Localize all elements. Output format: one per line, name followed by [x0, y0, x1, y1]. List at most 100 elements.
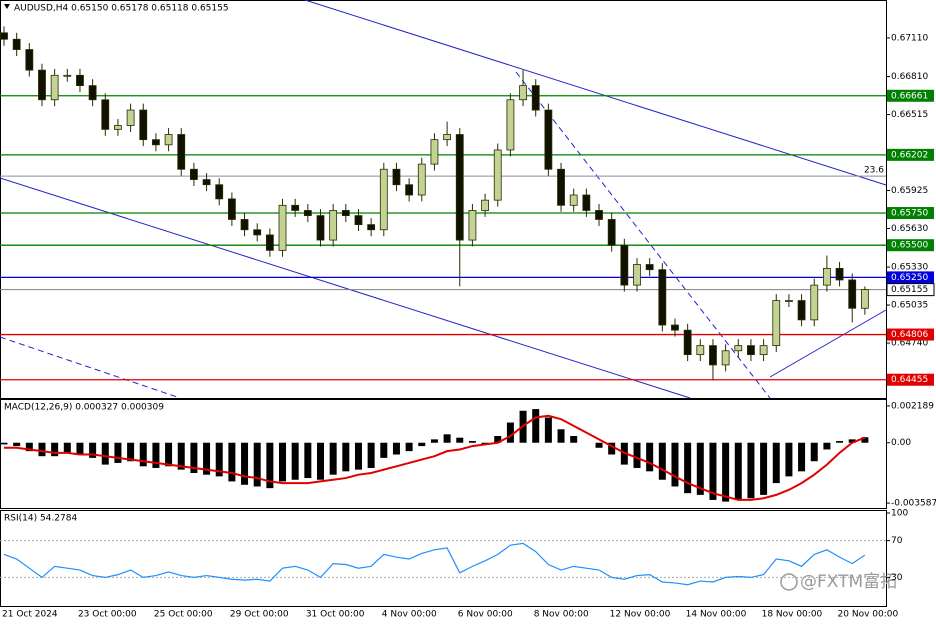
candle-body: [582, 194, 591, 211]
candle-body: [747, 345, 755, 356]
y-tick-label: 0.66515: [891, 110, 928, 120]
macd-bar: [760, 442, 768, 495]
macd-bar: [380, 442, 388, 458]
candle-body: [468, 210, 477, 241]
trendlines: [0, 0, 887, 399]
level-label: 0.64806: [887, 328, 934, 341]
level-label-text: 0.64455: [891, 375, 928, 385]
y-tick-label: -0.003587: [891, 499, 936, 509]
level-label: 0.66661: [887, 89, 934, 102]
candle-body: [240, 219, 249, 231]
level-label: 0.65250: [887, 271, 934, 284]
current-price-box: [886, 283, 935, 297]
macd-bar: [696, 442, 704, 495]
candle-body: [152, 139, 160, 146]
candle-body: [772, 300, 781, 347]
macd-bar: [772, 442, 780, 484]
candle-body: [177, 134, 186, 170]
trendline: [0, 177, 691, 399]
candle-body: [316, 215, 325, 241]
candle-body: [278, 204, 287, 251]
macd-bar: [304, 442, 312, 479]
menu-arrow: [4, 4, 10, 9]
macd-bar: [570, 436, 578, 443]
candle-body: [38, 69, 46, 101]
y-tick-label: 0.67110: [891, 33, 928, 43]
candle-body: [417, 163, 426, 196]
y-tick-label: 0.65035: [891, 301, 928, 311]
level-label-box: [887, 373, 934, 386]
macd-bar: [228, 442, 236, 482]
level-label-box: [887, 89, 934, 102]
y-tick-label: 0.65925: [891, 186, 928, 196]
candle-body: [481, 199, 489, 211]
candle-body: [455, 134, 464, 241]
candle-body: [63, 74, 72, 77]
level-label-text: 0.65500: [891, 241, 928, 251]
candle-body: [595, 210, 603, 220]
level-label: 0.65500: [887, 239, 934, 252]
macd-title: MACD(12,26,9) 0.000327 0.000309: [4, 403, 164, 413]
x-tick-label: 23 Oct 00:00: [78, 610, 137, 620]
current-price-label: 0.65155: [891, 285, 928, 295]
candle-body: [0, 32, 8, 40]
macd-bar: [76, 442, 84, 455]
trendline: [515, 71, 771, 399]
rsi-panel: [0, 510, 887, 607]
candle-body: [759, 345, 768, 356]
candle-body: [291, 204, 300, 211]
macd-bar: [532, 409, 540, 443]
level-label-box: [887, 239, 934, 252]
x-tick-label: 25 Oct 00:00: [154, 610, 213, 620]
macd-bar: [557, 429, 565, 443]
macd-bar: [709, 442, 717, 500]
macd-bar: [152, 442, 160, 468]
signal-line: [4, 414, 866, 501]
candle-body: [823, 267, 831, 286]
candle-body: [860, 289, 869, 309]
candle-body: [785, 300, 793, 302]
level-label: 0.64455: [887, 373, 934, 386]
level-label-text: 0.65250: [891, 273, 928, 283]
level-label-box: [887, 328, 934, 341]
candle-body: [329, 210, 338, 241]
x-tick-label: 18 Nov 00:00: [762, 610, 823, 620]
y-tick-label: 0.64740: [891, 339, 928, 349]
trendline: [304, 0, 887, 186]
macd-bar: [544, 417, 552, 443]
macd-bar: [430, 439, 438, 443]
candle-body: [493, 149, 502, 201]
level-label-box: [887, 207, 934, 220]
candle-body: [114, 125, 122, 130]
x-tick-label: 31 Oct 00:00: [306, 610, 365, 620]
candle-body: [569, 194, 578, 206]
candle-body: [392, 168, 401, 186]
macd-bar: [734, 442, 742, 500]
trendline: [0, 336, 181, 399]
candle-body: [50, 74, 59, 101]
candle-body: [189, 168, 198, 180]
candle-body: [683, 329, 692, 356]
frame: [0, 0, 887, 607]
macd-bar: [25, 442, 33, 452]
watermark: @FXTM富拓: [800, 572, 897, 592]
x-tick-label: 6 Nov 00:00: [458, 610, 513, 620]
candle-body: [810, 284, 819, 321]
rsi-line: [3, 542, 866, 586]
macd-bar: [861, 437, 869, 443]
macd-bar: [747, 442, 755, 499]
candle-body: [341, 210, 350, 217]
macd-bar: [317, 442, 324, 480]
macd-bar: [633, 442, 641, 468]
level-label-box: [887, 148, 934, 161]
macd-bar: [456, 437, 464, 443]
candle-body: [721, 350, 730, 366]
y-tick-label: 100: [891, 509, 908, 519]
macd-bar: [354, 442, 362, 470]
candle-body: [215, 184, 224, 200]
level-label: 0.65750: [887, 207, 934, 220]
macd-bar: [848, 439, 856, 443]
macd-bar: [785, 442, 793, 477]
